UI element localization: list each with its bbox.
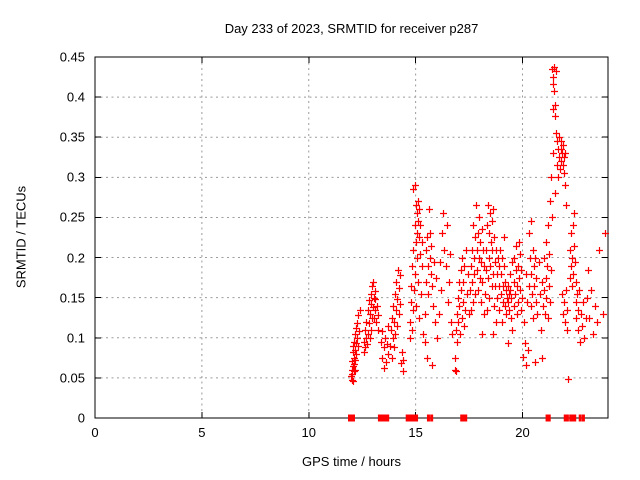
zero-marker-wide [569,414,577,422]
plot-border [94,56,609,419]
y-tick-label: 0.1 [66,330,85,346]
x-tick-label: 20 [515,425,530,440]
y-tick-label: 0.35 [59,129,85,145]
y-tick-label: 0.2 [66,250,85,266]
zero-marker-narrow [565,414,569,422]
zero-marker-narrow [426,414,430,422]
zero-marker-wide [348,414,355,422]
x-axis-label: GPS time / hours [302,454,401,469]
zero-marker-wide [377,414,385,422]
x-tick-label: 10 [301,425,316,440]
y-tick-label: 0.3 [66,169,85,185]
zero-marker-narrow [547,414,551,422]
x-tick-label: 15 [408,425,423,440]
x-tick-label: 0 [91,425,99,440]
y-tick-label: 0.45 [59,49,85,65]
y-tick-label: 0 [77,410,85,426]
zero-marker-wide [405,414,413,422]
y-tick-label: 0.05 [59,370,85,386]
scatter-points [348,64,609,385]
zero-marker-wide [411,414,419,422]
x-tick-label: 5 [198,425,206,440]
zero-marker-narrow [563,414,567,422]
zero-marker-wide [382,414,390,422]
zero-marker-narrow [581,414,585,422]
zero-marker-wide [460,414,468,422]
zero-marker-narrow [430,414,434,422]
y-tick-label: 0.4 [66,89,85,105]
zero-marker-narrow [545,414,549,422]
y-tick-label: 0.25 [59,209,85,225]
zero-marker-narrow [578,414,582,422]
y-tick-label: 0.15 [59,290,85,306]
chart-title: Day 233 of 2023, SRMTID for receiver p28… [224,21,479,36]
